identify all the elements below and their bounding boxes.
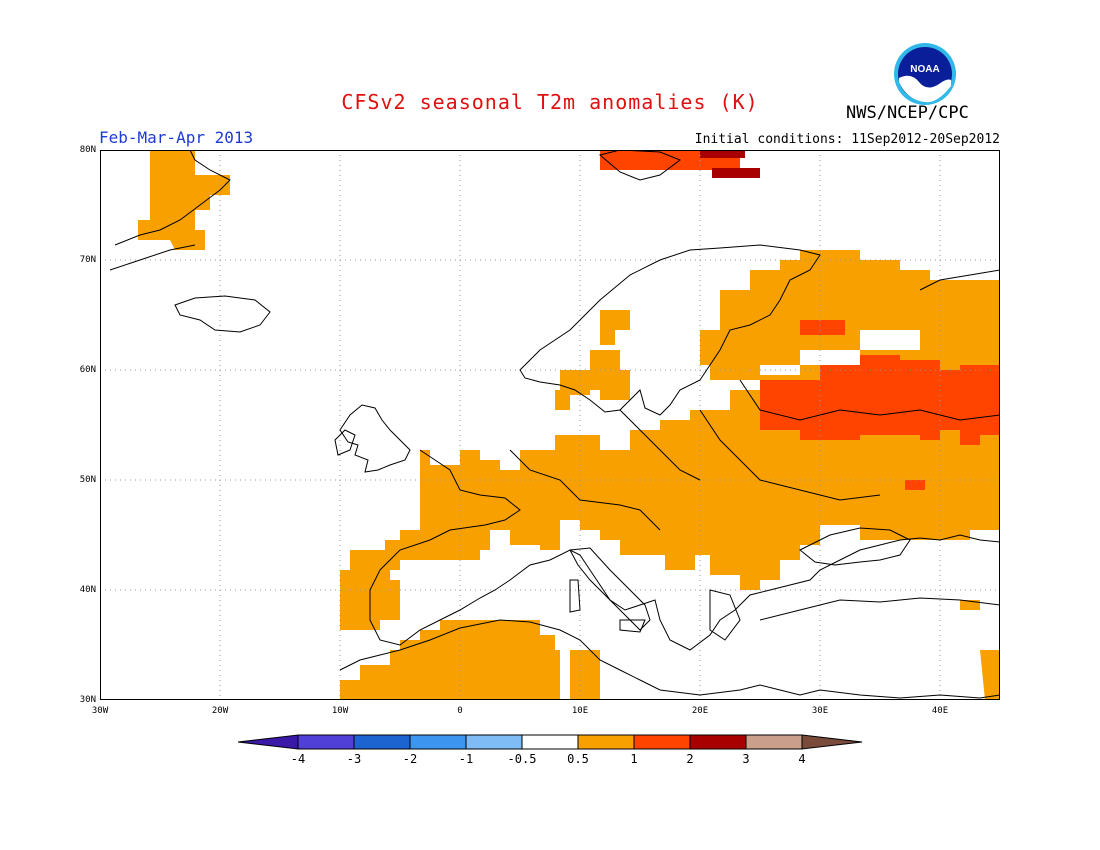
lat-label-50n: 50N: [79, 475, 96, 485]
chart-title: CFSv2 seasonal T2m anomalies (K): [341, 90, 759, 114]
colorbar-label-2: 2: [686, 752, 694, 766]
forecast-period: Feb-Mar-Apr 2013: [99, 128, 254, 147]
colorbar-label-minus2: -2: [402, 752, 418, 766]
colorbar-arrow-low: [238, 734, 299, 750]
colorbar-arrow-high: [801, 734, 863, 750]
colorbar-label-minus3: -3: [346, 752, 362, 766]
colorbar-label-0.5: 0.5: [567, 752, 589, 766]
agency-label: NWS/NCEP/CPC: [846, 103, 969, 123]
lon-label-40e: 40E: [931, 706, 949, 716]
colorbar-label-4: 4: [798, 752, 806, 766]
colorbar-bin-2: [353, 734, 411, 750]
colorbar-bin-5: [521, 734, 579, 750]
anomaly-map: [100, 150, 1000, 700]
anomaly-2-3-layer: [700, 150, 760, 178]
colorbar-bin-1: [297, 734, 355, 750]
colorbar-label-minus1: -1: [458, 752, 474, 766]
lat-label-70n: 70N: [79, 255, 96, 265]
colorbar-bin-3: [409, 734, 467, 750]
lat-label-60n: 60N: [79, 365, 96, 375]
colorbar-bin-6: [577, 734, 635, 750]
lon-label-0: 0: [457, 706, 463, 716]
colorbar-bin-8: [689, 734, 747, 750]
lon-label-20w: 20W: [211, 706, 229, 716]
lat-label-80n: 80N: [79, 145, 96, 155]
noaa-logo: NOAA: [894, 43, 956, 105]
lat-label-40n: 40N: [79, 585, 96, 595]
map-grid: [100, 150, 1000, 700]
colorbar-bin-7: [633, 734, 691, 750]
colorbar-label-minus4: -4: [290, 752, 306, 766]
colorbar-bin-4: [465, 734, 523, 750]
initial-conditions: Initial conditions: 11Sep2012-20Sep2012: [694, 132, 1000, 147]
logo-wave: [899, 75, 951, 103]
lat-label-30n: 30N: [79, 695, 96, 705]
lon-label-30e: 30E: [811, 706, 829, 716]
colorbar-bin-9: [745, 734, 803, 750]
colorbar-label-3: 3: [742, 752, 750, 766]
lon-label-10e: 10E: [571, 706, 589, 716]
colorbar-label-1: 1: [630, 752, 638, 766]
anomaly-1-2-layer: [760, 320, 1000, 490]
lon-label-30w: 30W: [91, 706, 109, 716]
colorbar-label-minus0.5: -0.5: [507, 752, 537, 766]
lon-label-10w: 10W: [331, 706, 349, 716]
lon-label-20e: 20E: [691, 706, 709, 716]
logo-text: NOAA: [910, 64, 939, 75]
colorbar: [238, 734, 863, 750]
